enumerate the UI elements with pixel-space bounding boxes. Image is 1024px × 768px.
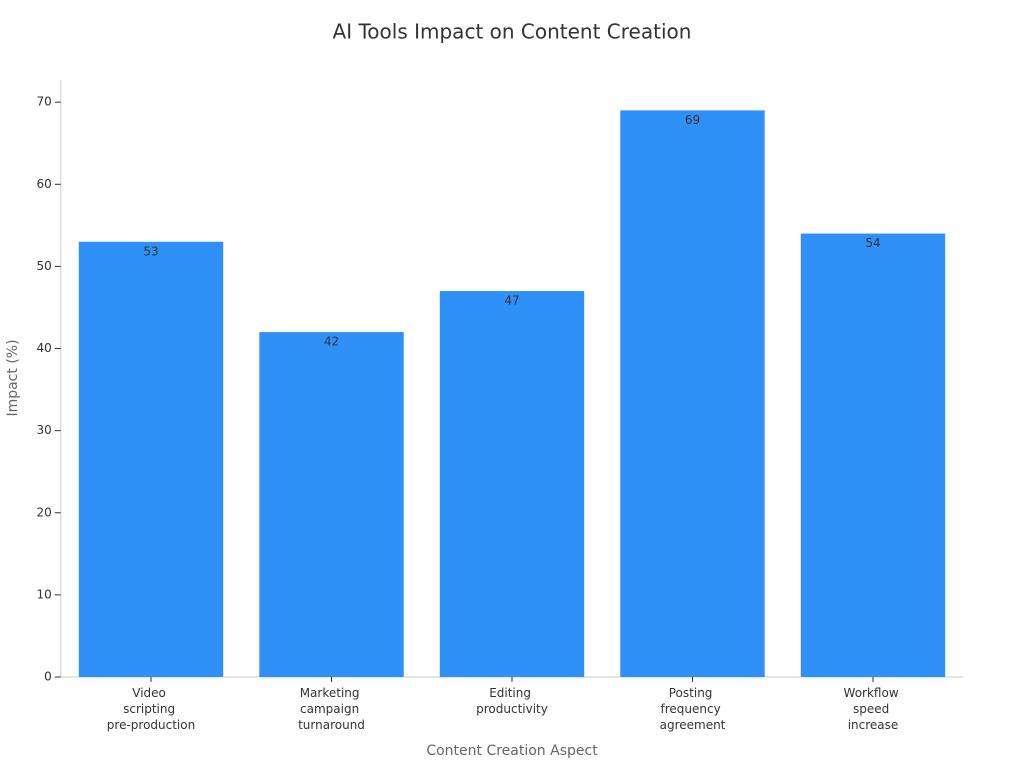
value-label: 47 [504, 294, 519, 308]
x-tick-label: Posting frequency agreement [660, 686, 726, 732]
y-tick-label: 70 [36, 95, 51, 109]
value-label: 42 [324, 335, 339, 349]
y-tick-label: 40 [36, 341, 51, 355]
x-tick-label-line: Editing [489, 686, 535, 700]
x-tick-label-line: Marketing [300, 686, 364, 700]
x-tick-label-line: productivity [476, 702, 548, 716]
y-tick-label: 50 [36, 259, 51, 273]
x-tick-label-line: Video [132, 686, 169, 700]
x-tick-label-line: frequency [660, 702, 724, 716]
y-tick-label: 20 [36, 505, 51, 519]
x-tick-label-line: scripting [123, 702, 179, 716]
bar [800, 233, 946, 677]
bar [259, 332, 404, 677]
x-tick-label-line: campaign [300, 702, 363, 716]
value-label: 53 [143, 244, 158, 258]
x-tick-label-line: agreement [660, 718, 726, 732]
x-tick-label: Editing productivity [476, 686, 548, 716]
x-tick-label: Video scripting pre-production [107, 686, 195, 732]
x-tick-label-line: increase [848, 718, 899, 732]
bar [439, 291, 585, 677]
x-tick-label: Marketing campaign turnaround [298, 686, 365, 732]
value-label: 54 [865, 236, 880, 250]
value-label: 69 [685, 113, 700, 127]
y-tick-label: 0 [44, 670, 52, 684]
x-tick-label-line: speed [853, 702, 893, 716]
x-tick-label-line: Workflow [844, 686, 903, 700]
x-tick-label: Workflow speed increase [844, 686, 903, 732]
y-tick-label: 60 [36, 177, 51, 191]
x-tick-label-line: turnaround [298, 718, 365, 732]
y-axis-label: Impact (%) [5, 339, 21, 416]
x-axis-label: Content Creation Aspect [426, 743, 598, 759]
chart-title: AI Tools Impact on Content Creation [333, 20, 692, 44]
y-tick-label: 30 [36, 423, 51, 437]
x-tick-label-line: pre-production [107, 718, 195, 732]
x-tick-label-line: Posting [669, 686, 716, 700]
bar [620, 110, 765, 677]
bar [78, 241, 224, 677]
y-tick-label: 10 [36, 587, 51, 601]
